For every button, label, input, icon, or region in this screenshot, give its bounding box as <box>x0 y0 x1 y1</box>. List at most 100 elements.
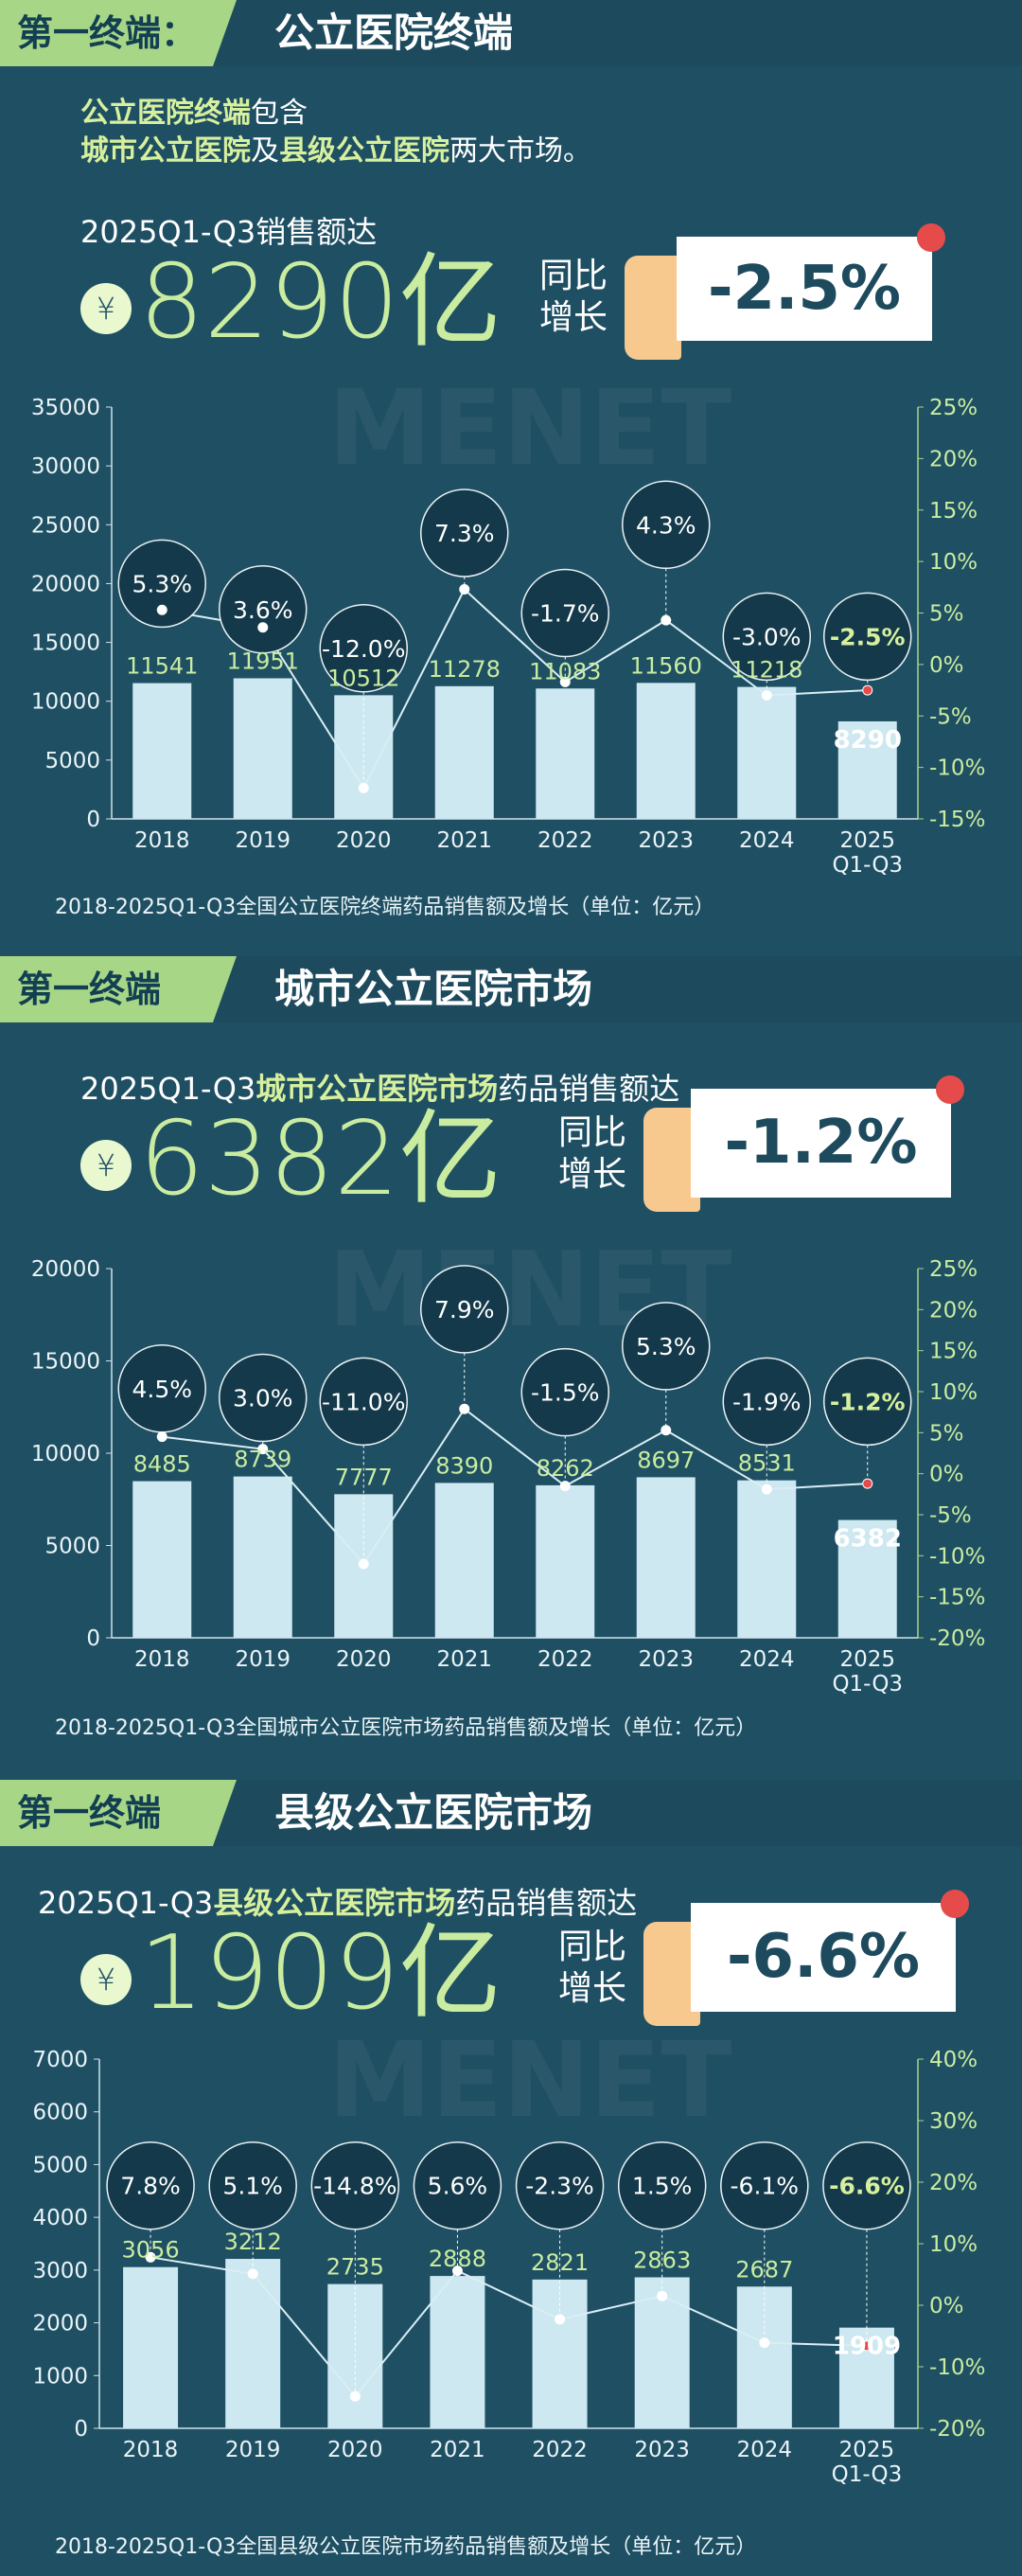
y2-tick-label: 20% <box>929 1298 978 1323</box>
x-tick-label: 2022 <box>532 2438 588 2462</box>
ribbon-icon <box>941 1890 969 1918</box>
growth-point <box>861 2340 872 2352</box>
growth-point <box>156 1431 167 1443</box>
yoy-label-1: 同比 <box>539 257 608 295</box>
growth-point <box>559 1481 571 1492</box>
y-tick-label: 5000 <box>44 1535 100 1559</box>
growth-point <box>661 614 672 626</box>
header-title: 县级公立医院市场 <box>274 1789 593 1836</box>
growth-line <box>162 587 868 791</box>
section-city-hospital: 第一终端 城市公立医院市场 2025Q1-Q3城市公立医院市场药品销售额达 ¥6… <box>0 956 1022 1770</box>
yoy-value: -1.2% <box>724 1108 918 1178</box>
big-value: ¥8290亿 <box>80 251 502 355</box>
growth-point <box>761 690 772 701</box>
bar-value-label: 2687 <box>735 2256 793 2283</box>
big-value-text: 1909亿 <box>139 1914 502 2033</box>
y2-tick-label: -15% <box>929 1586 985 1610</box>
yoy-value: -2.5% <box>707 254 902 324</box>
x-tick-label: 2025 <box>839 828 895 853</box>
growth-label: 4.3% <box>636 511 696 539</box>
header-title: 城市公立医院市场 <box>274 966 593 1012</box>
watermark: MENET <box>328 379 732 489</box>
growth-bubble <box>310 2141 400 2230</box>
x-tick-label: Q1-Q3 <box>832 1672 903 1697</box>
y-tick-label: 1000 <box>32 2364 88 2389</box>
growth-point <box>358 782 369 793</box>
x-tick-label: 2018 <box>123 2438 179 2462</box>
y2-tick-label: 10% <box>929 550 978 575</box>
growth-label: -1.9% <box>732 1388 802 1415</box>
bar-value-label: 8531 <box>738 1450 796 1477</box>
growth-label: -1.7% <box>531 600 600 628</box>
chart: MENET05000100001500020000-20%-15%-10%-5%… <box>31 1240 986 1697</box>
bar-value-label: 6382 <box>834 1525 902 1554</box>
growth-bubble <box>420 489 509 577</box>
yoy-card: -2.5% <box>677 223 945 341</box>
yoy-label: 同比 增长 <box>558 1112 626 1196</box>
yen-icon: ¥ <box>80 1140 132 1192</box>
growth-bubble <box>219 1353 308 1443</box>
chart: MENET 0 5000 10000 15000 20000 25000 30000 35000… <box>31 379 986 878</box>
yoy-label-1: 同比 <box>558 1113 627 1152</box>
intro-and: 及 <box>251 134 279 168</box>
y-tick-label: 15000 <box>31 1350 100 1375</box>
x-tick-label: 2018 <box>134 828 190 853</box>
bar-value-label: 3212 <box>224 2229 282 2255</box>
growth-label: -3.0% <box>732 623 802 650</box>
x-tick-label: 2021 <box>430 2438 485 2462</box>
y2-tick-label: 20% <box>929 2171 978 2195</box>
growth-bubble <box>520 1347 609 1437</box>
bar-value-label: 11951 <box>227 648 299 674</box>
bar-value-label: 8697 <box>637 1447 695 1473</box>
subtitle-hl: 城市公立医院市场 <box>256 1071 499 1107</box>
bar <box>532 2279 588 2428</box>
bar-value-label: 7777 <box>335 1464 393 1490</box>
big-value-text: 8290亿 <box>139 243 502 362</box>
x-tick-label: 2021 <box>436 1647 492 1672</box>
growth-bubble <box>622 1302 711 1391</box>
subtitle-pre: 2025Q1-Q3 <box>38 1885 214 1921</box>
bar <box>536 688 595 819</box>
y-tick-label: 5000 <box>44 749 100 773</box>
header-label: 第一终端： <box>0 0 237 66</box>
growth-label: 3.0% <box>233 1385 293 1412</box>
intro-hl: 公立医院终端 <box>80 97 251 130</box>
y-tick-label: 7000 <box>32 2048 88 2072</box>
growth-point <box>862 1478 873 1489</box>
ribbon-icon <box>917 223 945 252</box>
subtitle: 2025Q1-Q3城市公立医院市场药品销售额达 <box>80 1065 679 1109</box>
header-title: 公立医院终端 <box>274 9 514 56</box>
bar-value-label: 2821 <box>531 2249 589 2276</box>
intro-city: 城市公立医院 <box>80 134 251 168</box>
y2-tick-label: -20% <box>929 1626 985 1651</box>
growth-bubble <box>420 1265 509 1354</box>
bar-value-label: 11218 <box>731 657 802 684</box>
growth-bubble <box>319 604 408 693</box>
growth-point <box>761 1483 772 1495</box>
y2-tick-label: 15% <box>929 499 978 524</box>
x-tick-label: 2024 <box>739 1647 795 1672</box>
yoy-value: -6.6% <box>726 1922 921 1992</box>
chart: MENET 0 1000 2000 3000 4000 5000 6000 7000 -20% -1… <box>32 2040 985 2487</box>
x-tick-label: 2019 <box>225 2438 281 2462</box>
bar <box>233 1476 292 1638</box>
bar-value-label: 8739 <box>234 1447 291 1473</box>
growth-bubble <box>515 2141 605 2230</box>
bar <box>636 683 696 819</box>
bar-value-label: 2735 <box>326 2254 384 2281</box>
bar-value-label: 11278 <box>429 656 501 683</box>
y-tick-label: 10000 <box>31 1442 100 1466</box>
y2-tick-label: 20% <box>929 447 978 471</box>
y2-tick-label: -10% <box>929 2355 985 2380</box>
y2-tick-label: 10% <box>929 1380 978 1405</box>
y-tick-label: 0 <box>74 2417 88 2442</box>
growth-point <box>661 1425 672 1436</box>
y2-tick-label: -20% <box>929 2417 985 2442</box>
bar-value-label: 11541 <box>126 653 198 680</box>
yoy-label: 同比 增长 <box>558 1927 626 2010</box>
growth-point <box>145 2251 156 2263</box>
growth-label: -2.5% <box>830 623 906 650</box>
growth-point <box>247 2268 258 2280</box>
growth-label: 5.3% <box>636 1333 696 1360</box>
growth-point <box>862 684 873 696</box>
